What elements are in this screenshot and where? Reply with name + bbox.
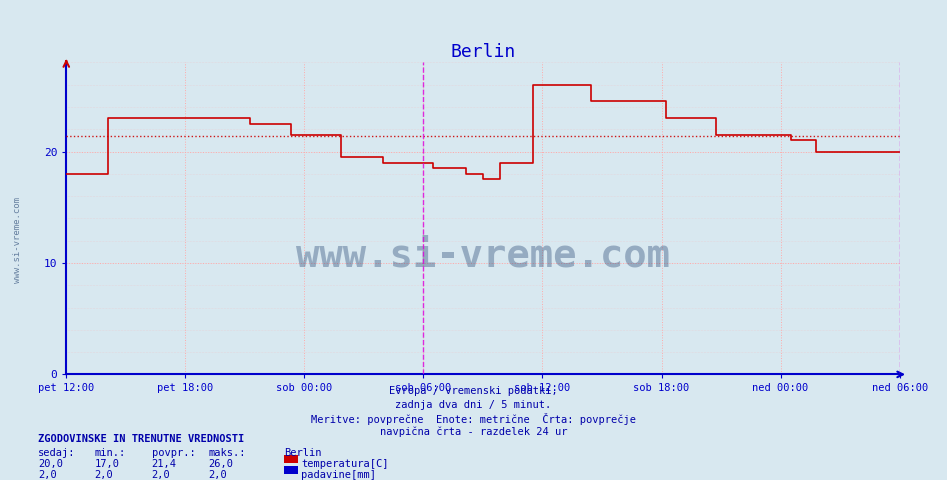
Text: 2,0: 2,0: [152, 470, 170, 480]
Text: min.:: min.:: [95, 448, 126, 458]
Text: 26,0: 26,0: [208, 459, 233, 469]
Text: ZGODOVINSKE IN TRENUTNE VREDNOSTI: ZGODOVINSKE IN TRENUTNE VREDNOSTI: [38, 434, 244, 444]
Title: Berlin: Berlin: [451, 43, 515, 61]
Text: 2,0: 2,0: [208, 470, 227, 480]
Text: Evropa / vremenski podatki,: Evropa / vremenski podatki,: [389, 386, 558, 396]
Text: www.si-vreme.com: www.si-vreme.com: [296, 237, 670, 275]
Text: 2,0: 2,0: [95, 470, 114, 480]
Text: sedaj:: sedaj:: [38, 448, 76, 458]
Text: 17,0: 17,0: [95, 459, 119, 469]
Text: temperatura[C]: temperatura[C]: [301, 459, 388, 469]
Text: 21,4: 21,4: [152, 459, 176, 469]
Text: 2,0: 2,0: [38, 470, 57, 480]
Text: Meritve: povprečne  Enote: metrične  Črta: povprečje: Meritve: povprečne Enote: metrične Črta:…: [311, 413, 636, 425]
Text: povpr.:: povpr.:: [152, 448, 195, 458]
Text: 20,0: 20,0: [38, 459, 63, 469]
Text: www.si-vreme.com: www.si-vreme.com: [12, 197, 22, 283]
Text: navpična črta - razdelek 24 ur: navpična črta - razdelek 24 ur: [380, 427, 567, 437]
Text: Berlin: Berlin: [284, 448, 322, 458]
Text: maks.:: maks.:: [208, 448, 246, 458]
Text: zadnja dva dni / 5 minut.: zadnja dva dni / 5 minut.: [396, 400, 551, 410]
Text: padavine[mm]: padavine[mm]: [301, 470, 376, 480]
